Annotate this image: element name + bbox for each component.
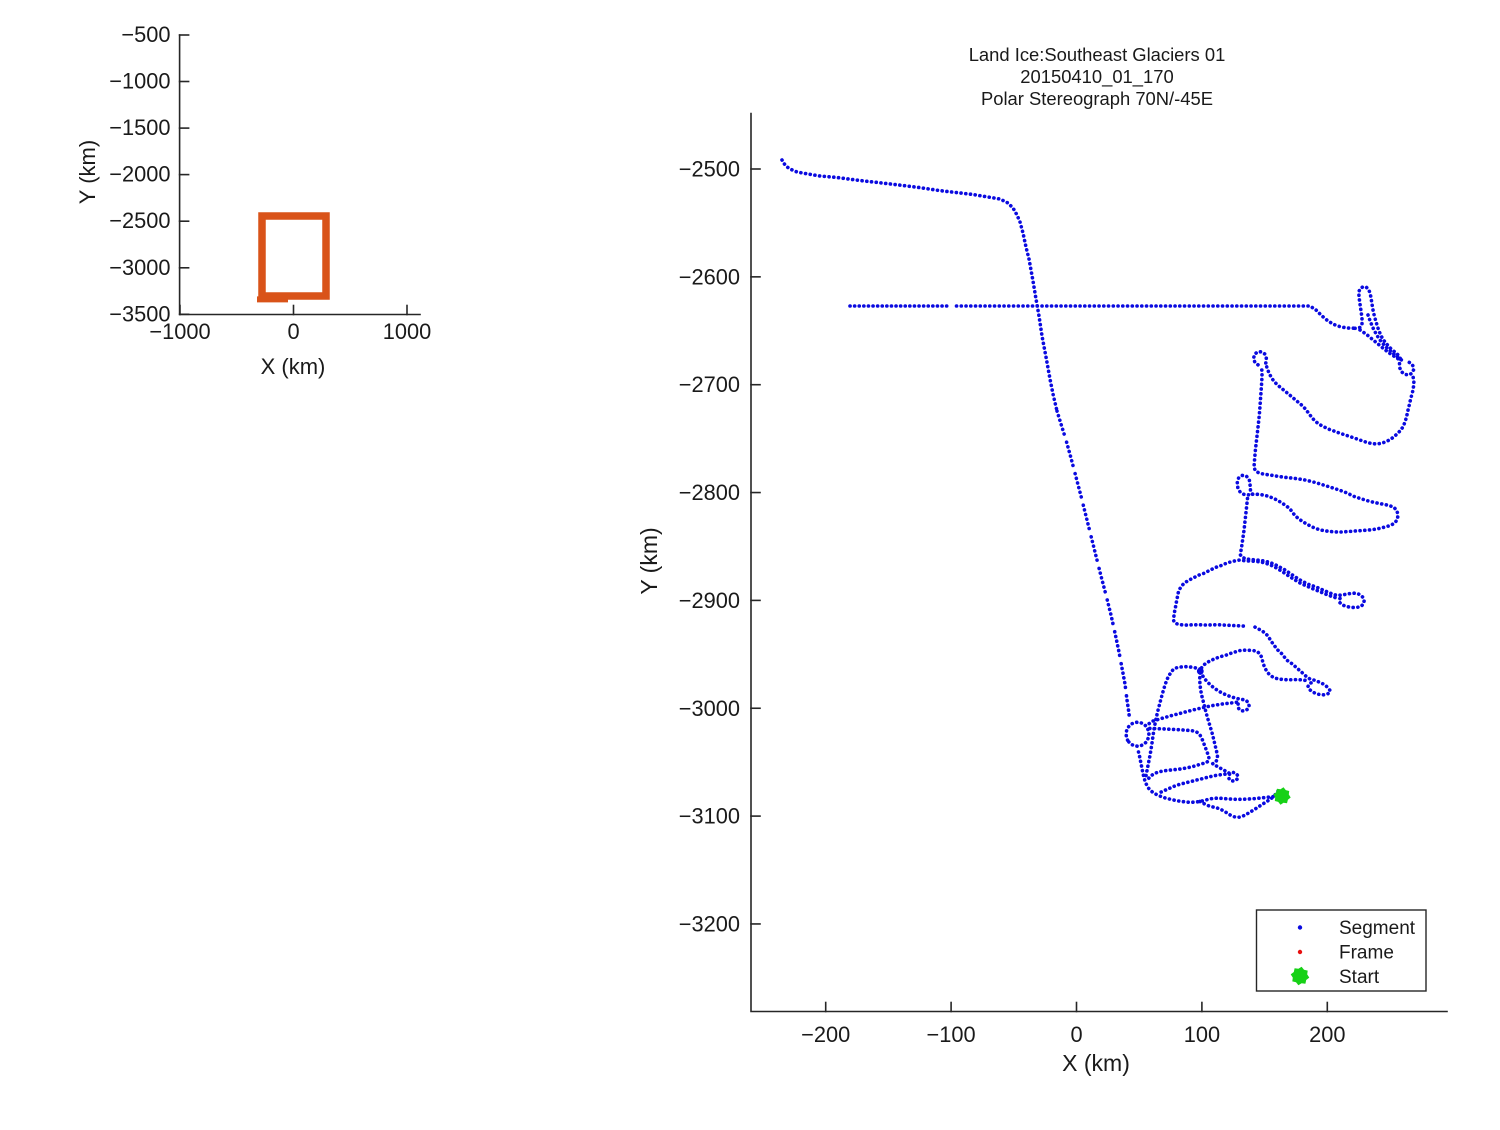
svg-text:−2600: −2600 [679, 264, 740, 289]
svg-text:Start: Start [1339, 967, 1380, 988]
svg-text:X (km): X (km) [261, 354, 326, 379]
svg-text:Polar Stereograph 70N/-45E: Polar Stereograph 70N/-45E [981, 88, 1213, 109]
svg-text:Frame: Frame [1339, 943, 1394, 964]
svg-text:Y (km): Y (km) [75, 140, 100, 204]
svg-text:−2700: −2700 [679, 372, 740, 397]
svg-text:−3100: −3100 [679, 804, 740, 829]
svg-text:−3000: −3000 [679, 696, 740, 721]
svg-text:−3500: −3500 [109, 301, 170, 326]
svg-text:−1000: −1000 [149, 319, 210, 344]
svg-text:Land Ice:Southeast Glaciers 01: Land Ice:Southeast Glaciers 01 [969, 44, 1226, 65]
svg-text:−1500: −1500 [109, 115, 170, 140]
svg-text:−3000: −3000 [109, 255, 170, 280]
svg-text:−2500: −2500 [109, 208, 170, 233]
svg-text:Segment: Segment [1339, 918, 1416, 939]
svg-text:−1000: −1000 [109, 69, 170, 94]
svg-text:−3200: −3200 [679, 911, 740, 936]
svg-text:−2900: −2900 [679, 588, 740, 613]
svg-text:−2800: −2800 [679, 480, 740, 505]
svg-text:1000: 1000 [383, 319, 432, 344]
svg-text:−500: −500 [121, 22, 170, 47]
svg-text:X (km): X (km) [1062, 1050, 1130, 1076]
svg-text:−100: −100 [927, 1022, 976, 1047]
svg-text:20150410_01_170: 20150410_01_170 [1020, 66, 1173, 88]
svg-text:0: 0 [287, 319, 299, 344]
svg-text:200: 200 [1309, 1022, 1345, 1047]
svg-text:−200: −200 [801, 1022, 850, 1047]
svg-text:−2000: −2000 [109, 162, 170, 187]
svg-text:Y (km): Y (km) [636, 527, 662, 594]
svg-text:100: 100 [1184, 1022, 1220, 1047]
svg-text:−2500: −2500 [679, 157, 740, 182]
svg-text:0: 0 [1070, 1022, 1082, 1047]
